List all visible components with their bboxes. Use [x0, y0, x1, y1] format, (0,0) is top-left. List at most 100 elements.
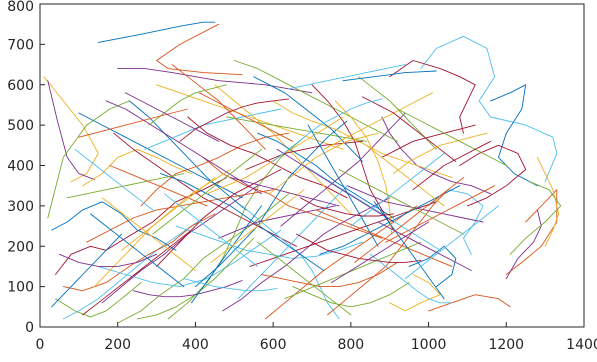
series-line — [167, 136, 305, 320]
series-line — [156, 169, 282, 267]
series-line — [346, 185, 484, 223]
x-tick-label: 800 — [337, 337, 364, 353]
series-line — [505, 189, 558, 275]
series-line — [229, 177, 340, 207]
series-line — [509, 181, 562, 255]
axes-box — [39, 3, 585, 328]
series-line — [338, 169, 464, 235]
series-line — [307, 124, 379, 247]
x-tick-label: 200 — [104, 337, 131, 353]
series-line — [428, 189, 484, 255]
x-tick-label: 1000 — [411, 337, 447, 353]
series-line — [284, 241, 422, 300]
series-line — [55, 177, 227, 275]
series-line — [62, 213, 216, 292]
series-line — [299, 197, 395, 217]
x-tick-label: 1200 — [488, 337, 524, 353]
series-line — [175, 225, 363, 259]
series-line — [105, 100, 262, 195]
series-line — [117, 193, 290, 324]
plot-lines — [43, 21, 562, 324]
series-line — [397, 108, 507, 166]
series-line — [66, 173, 185, 199]
series-line — [194, 120, 348, 288]
series-line — [377, 221, 472, 271]
series-line — [373, 201, 445, 300]
y-tick-label: 100 — [7, 280, 34, 296]
series-line — [280, 112, 406, 227]
series-line — [78, 112, 243, 199]
series-line — [365, 144, 445, 207]
series-line — [327, 189, 449, 316]
series-line — [369, 253, 453, 304]
series-line — [459, 144, 527, 207]
series-line — [385, 185, 496, 243]
series-line — [381, 124, 476, 158]
series-line — [233, 60, 398, 142]
series-line — [97, 21, 216, 43]
x-tick-label: 400 — [182, 337, 209, 353]
series-line — [109, 165, 208, 207]
series-line — [148, 84, 227, 126]
series-line — [51, 201, 177, 251]
series-line — [268, 132, 379, 195]
series-line — [389, 60, 476, 134]
y-tick-label: 200 — [7, 239, 34, 255]
series-line — [257, 132, 395, 219]
series-line — [132, 280, 243, 298]
series-line — [490, 84, 538, 187]
series-line — [393, 132, 488, 175]
series-line — [47, 100, 130, 219]
series-line — [198, 92, 294, 142]
series-line — [187, 116, 348, 199]
series-line — [97, 229, 282, 288]
series-line — [505, 209, 542, 280]
y-tick-label: 700 — [7, 37, 34, 53]
series-line — [311, 84, 395, 231]
series-line — [62, 217, 204, 320]
series-line — [51, 233, 123, 308]
series-line — [381, 116, 492, 195]
series-line — [128, 100, 247, 211]
series-line — [288, 64, 406, 90]
series-line — [264, 205, 418, 320]
y-tick-label: 600 — [7, 78, 34, 94]
series-line — [191, 205, 262, 304]
series-line — [319, 185, 461, 255]
series-line — [249, 201, 437, 267]
series-line — [303, 165, 441, 251]
series-line — [82, 229, 192, 316]
series-line — [354, 177, 464, 263]
series-line — [292, 282, 410, 308]
series-line — [47, 80, 95, 181]
series-line — [160, 173, 325, 271]
series-line — [296, 233, 422, 263]
series-line — [362, 96, 457, 162]
series-line — [163, 193, 259, 267]
series-line — [125, 92, 220, 142]
series-line — [350, 152, 445, 227]
series-line — [183, 278, 278, 292]
series-line — [179, 98, 290, 142]
series-line — [315, 209, 453, 267]
series-line — [404, 205, 499, 280]
series-line — [101, 185, 259, 304]
y-axis: 0 100 200 300 400 500 600 700 800 — [7, 0, 45, 336]
series-line — [272, 98, 383, 162]
series-line — [257, 241, 352, 316]
series-line — [210, 189, 305, 263]
series-line — [43, 76, 99, 183]
series-line — [101, 197, 196, 271]
series-line — [389, 274, 441, 312]
y-tick-label: 400 — [7, 159, 34, 175]
series-line — [55, 282, 142, 318]
y-tick-label: 800 — [7, 0, 34, 15]
series-line — [214, 84, 352, 215]
y-tick-label: 500 — [7, 118, 34, 134]
series-line — [330, 221, 430, 284]
y-tick-label: 0 — [25, 320, 34, 336]
series-line — [420, 35, 558, 183]
